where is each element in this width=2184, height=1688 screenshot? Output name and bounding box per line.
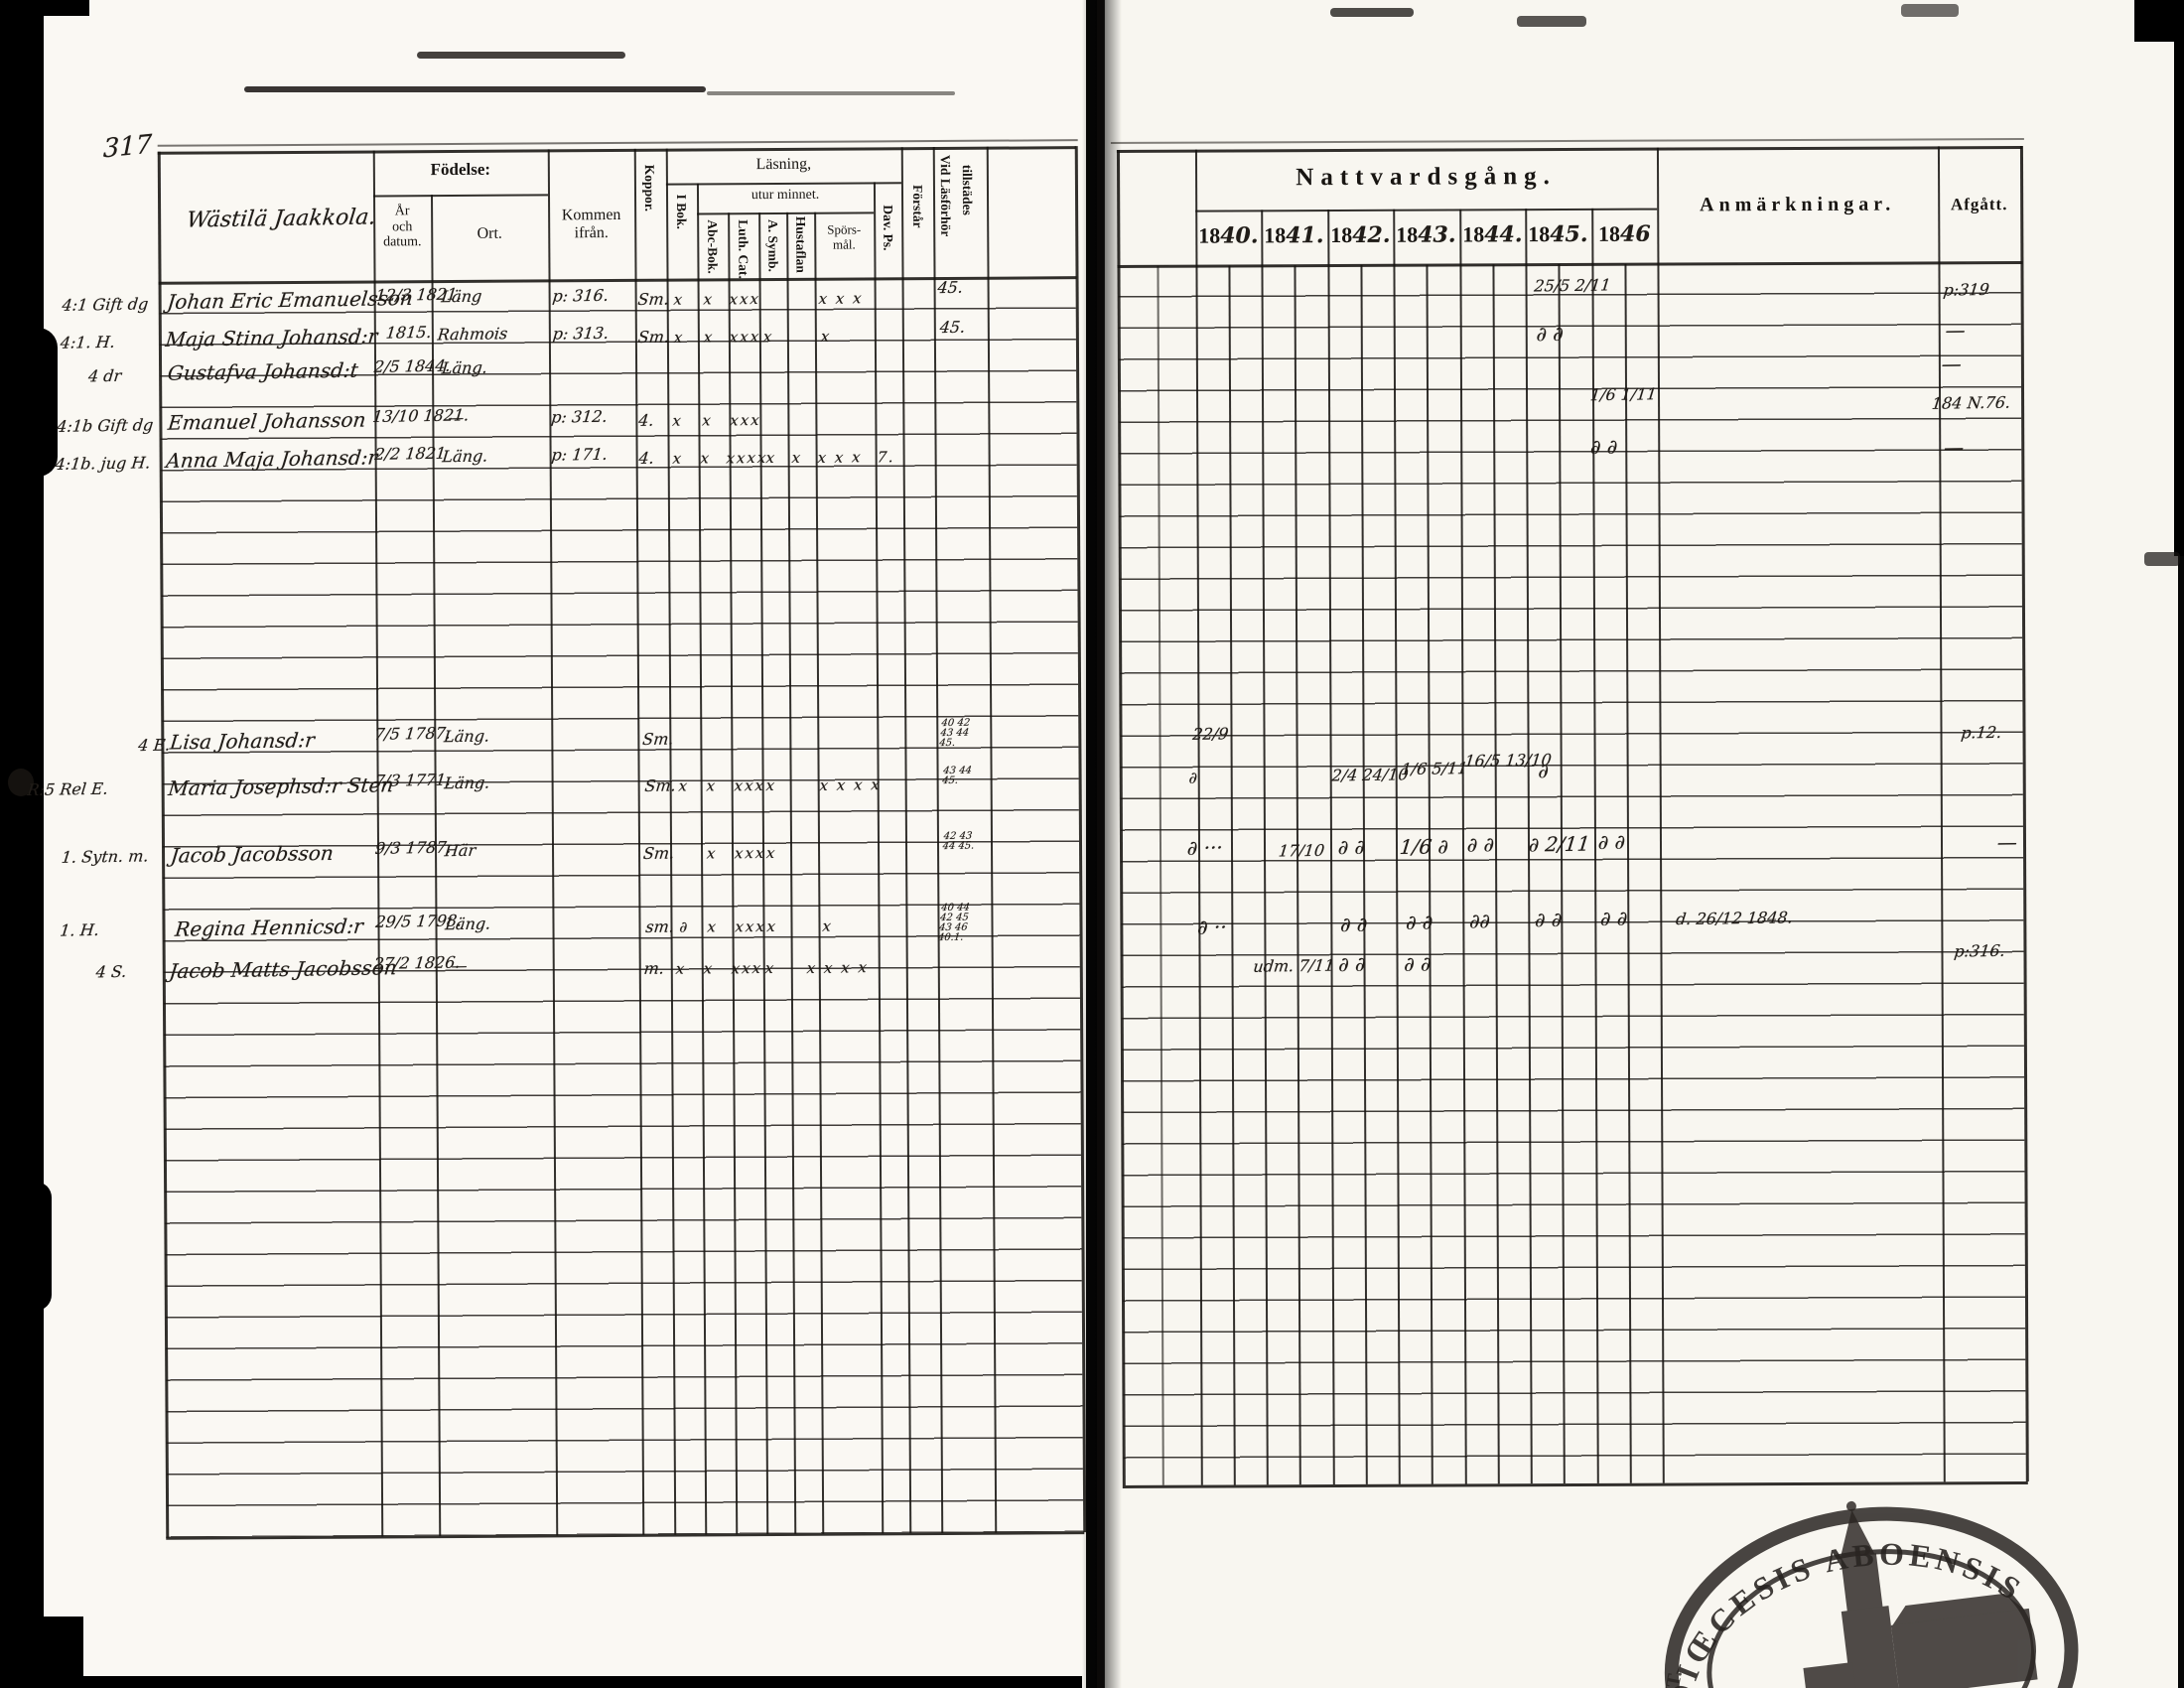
communion-mark: ∂ ∂ [1405,910,1434,934]
header-anmarkningar: Anmärkningar. [1700,193,1896,216]
communion-mark: ∂ ∂ [1465,832,1496,857]
year-written: 40. [1220,222,1259,249]
communion-mark: ∂ ·· [1196,914,1229,939]
year-written: 45. [1550,220,1588,248]
year-1846: 1846 [1592,220,1656,247]
grid-line [1110,137,2024,144]
grid-line [2019,145,2029,1481]
afgatt-note: — [1944,318,1968,343]
communion-mark: 1/6 ∂ [1398,834,1450,860]
year-1841: 1841. [1262,222,1325,249]
communion-mark: ∂ ∂ [1535,321,1566,347]
communion-mark: ∂ ∂ [1534,907,1564,932]
communion-mark: ∂ [1187,768,1199,787]
grid-line [1459,209,1467,1484]
communion-mark: udm. 7/11 [1252,955,1336,976]
grid-line [1492,264,1500,1484]
communion-mark: ∂ ··· [1185,835,1225,860]
grid-line [1195,208,1658,212]
year-printed: 18 [1198,222,1221,248]
grid-line [1116,149,1127,1485]
grid-line [1558,264,1566,1484]
year-1843: 1843. [1394,221,1457,248]
year-1842: 1842. [1328,221,1392,248]
communion-mark: ∂∂ [1468,909,1492,933]
year-printed: 18 [1330,221,1353,248]
afgatt-note: — [1942,435,1966,460]
afgatt-note: p.12. [1960,722,2003,743]
communion-mark: ∂ [1537,759,1551,783]
right-table-rows [1118,262,2026,1485]
grid-line [1327,210,1335,1485]
anmarkning-note: d. 26/12 1848. [1675,908,1794,929]
communion-mark: 2/4 24/10 [1330,765,1410,785]
header-nattvardsgang: Nattvardsgång. [1296,163,1557,192]
communion-mark: 17/10 [1277,840,1326,861]
stamp-left-text: INT. [1658,1669,1687,1688]
afgatt-note: — [1940,352,1964,376]
grid-line [1360,264,1368,1484]
grid-line [1194,149,1203,1485]
communion-mark: ∂ ∂ [1596,829,1627,855]
afgatt-note: p:319 [1942,279,1990,300]
afgatt-note: p:316. [1953,940,2006,961]
grid-line [1157,265,1164,1485]
year-printed: 18 [1264,222,1287,248]
year-written: 43. [1418,221,1456,248]
year-1840: 1840. [1196,222,1260,249]
communion-mark: ∂ ∂ [1337,951,1367,977]
communion-mark: ∂ ∂ [1336,834,1367,860]
grid-line [1261,210,1269,1485]
year-1845: 1845. [1526,220,1589,248]
year-printed: 18 [1396,221,1419,247]
communion-mark: ∂ 2/11 [1527,831,1591,857]
diocese-stamp: DIŒCESIS ABOENSIS INT. [1644,1500,2079,1688]
grid-line [1426,264,1433,1484]
header-afgatt: Afgått. [1950,195,2008,214]
grid-line [1228,265,1236,1485]
communion-mark: 1/6 5/11 [1400,759,1469,779]
church-icon [1803,1500,2038,1688]
communion-mark: 25/5 2/11 [1533,275,1612,296]
afgatt-note: — [1995,829,2019,855]
year-written: 44. [1484,221,1523,248]
year-written: 42. [1352,221,1391,248]
grid-line [1117,260,2023,269]
grid-line [1116,145,2022,154]
grid-line [1937,146,1946,1482]
communion-mark: ∂ ∂ [1599,906,1629,931]
communion-mark: ∂ ∂ [1403,951,1433,976]
grid-line [1656,147,1665,1483]
communion-mark: 1/6 1/11 [1588,384,1658,405]
communion-mark: 22/9 [1191,724,1230,744]
year-written: 46 [1619,220,1651,247]
year-printed: 18 [1597,220,1621,246]
year-printed: 18 [1462,221,1485,247]
grid-line [1624,263,1632,1483]
year-1844: 1844. [1460,221,1524,248]
communion-mark: ∂ ∂ [1588,434,1619,460]
communion-mark: ∂ ∂ [1339,912,1369,937]
year-written: 41. [1286,222,1324,249]
year-printed: 18 [1528,221,1551,247]
grid-line [1294,265,1301,1485]
afgatt-note: 184 N.76. [1930,392,2012,413]
